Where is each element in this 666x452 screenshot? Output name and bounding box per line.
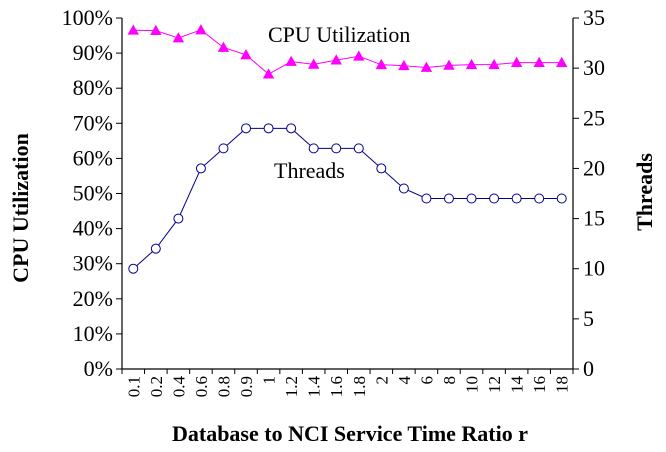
x-tick-label: 1 — [260, 376, 279, 385]
left-axis-ticks: 0% 10% 20% 30% 40% 50% 60% 70% 80% 90% 100% — [62, 5, 122, 381]
threads-data-point — [128, 263, 139, 274]
threads-data-point — [173, 213, 184, 224]
right-tick-label: 35 — [583, 5, 605, 30]
threads-data-point — [556, 193, 567, 204]
x-tick-label: 1.4 — [305, 376, 324, 398]
left-tick-label: 60% — [73, 145, 113, 170]
cpu-data-point — [217, 41, 230, 52]
cpu-data-point — [195, 24, 207, 35]
x-tick-label: 0.9 — [237, 376, 256, 397]
threads-series-annotation: Threads — [274, 158, 345, 183]
x-tick-label: 4 — [395, 376, 414, 385]
right-axis-title: Threads — [632, 153, 657, 231]
cpu-data-point — [510, 56, 523, 67]
right-tick-label: 20 — [583, 155, 605, 180]
x-tick-label: 8 — [440, 376, 459, 385]
threads-data-point — [466, 193, 477, 204]
x-tick-label: 0.1 — [124, 376, 143, 397]
x-axis-title: Database to NCI Service Time Ratio r — [172, 421, 528, 446]
cpu-data-point — [556, 56, 568, 67]
cpu-data-point — [150, 24, 162, 36]
series-threads — [128, 123, 567, 274]
cpu-data-point — [375, 58, 388, 70]
right-tick-label: 15 — [583, 206, 605, 231]
x-tick-label: 1.2 — [282, 376, 301, 397]
x-tick-label: 16 — [530, 376, 549, 393]
left-tick-label: 10% — [73, 321, 113, 346]
cpu-data-point — [488, 58, 500, 70]
cpu-data-point — [443, 59, 455, 70]
left-tick-label: 20% — [73, 286, 113, 311]
series-layer — [127, 24, 568, 274]
cpu-data-point — [285, 55, 297, 66]
threads-data-point — [263, 123, 274, 134]
cpu-data-point — [172, 32, 185, 43]
threads-data-point — [398, 183, 409, 194]
threads-data-point — [534, 193, 545, 204]
axes — [121, 18, 574, 370]
left-tick-label: 100% — [62, 5, 113, 30]
cpu-data-point — [398, 59, 410, 71]
x-tick-label: 1.8 — [350, 376, 369, 397]
threads-data-point — [331, 143, 342, 154]
threads-data-point — [421, 193, 432, 204]
threads-data-point — [376, 163, 387, 174]
left-tick-label: 40% — [73, 216, 113, 241]
series-cpu-utilization — [127, 24, 568, 79]
x-tick-label: 0.8 — [214, 376, 233, 397]
x-axis-ticks: 0.1 0.2 0.4 0.6 0.8 0.9 1 1.2 1.4 1.6 1.8 2 4 6 8 10 12 1… — [121, 369, 574, 398]
cpu-data-point — [127, 24, 139, 35]
x-tick-label: 2 — [372, 376, 391, 385]
cpu-data-point — [353, 50, 365, 61]
right-tick-label: 30 — [583, 55, 605, 80]
x-tick-label: 12 — [485, 376, 504, 393]
threads-data-point — [443, 193, 454, 204]
x-tick-label: 6 — [417, 376, 436, 385]
right-tick-label: 5 — [583, 306, 594, 331]
x-tick-label: 0.2 — [147, 376, 166, 397]
x-tick-label: 1.6 — [327, 376, 346, 397]
cpu-data-point — [330, 54, 342, 65]
threads-data-point — [150, 243, 161, 254]
threads-data-point — [195, 163, 206, 174]
threads-data-point — [489, 193, 500, 204]
cpu-data-point — [465, 58, 478, 70]
threads-data-point — [353, 143, 364, 154]
threads-data-point — [286, 123, 297, 134]
left-tick-label: 50% — [73, 181, 113, 206]
left-tick-label: 80% — [73, 75, 113, 100]
right-axis-ticks: 0 5 10 15 20 25 30 35 — [573, 5, 605, 381]
left-tick-label: 90% — [73, 40, 113, 65]
right-tick-label: 25 — [583, 105, 605, 130]
cpu-series-annotation: CPU Utilization — [268, 22, 410, 47]
right-tick-label: 10 — [583, 256, 605, 281]
threads-data-point — [241, 123, 252, 134]
right-tick-label: 0 — [583, 356, 594, 381]
left-tick-label: 30% — [73, 251, 113, 276]
x-tick-label: 10 — [463, 376, 482, 393]
threads-data-point — [308, 143, 319, 154]
cpu-data-point — [420, 61, 433, 72]
cpu-data-point — [307, 58, 320, 69]
left-tick-label: 0% — [84, 356, 113, 381]
threads-data-point — [511, 193, 522, 204]
cpu-data-point — [240, 49, 252, 60]
left-axis-title: CPU Utilization — [8, 133, 33, 283]
cpu-data-point — [533, 56, 545, 67]
x-tick-label: 0.6 — [192, 376, 211, 397]
x-tick-label: 14 — [508, 376, 527, 394]
threads-data-point — [218, 143, 229, 154]
left-tick-label: 70% — [73, 110, 113, 135]
cpu-data-point — [262, 68, 275, 79]
x-tick-label: 18 — [553, 376, 572, 393]
x-tick-label: 0.4 — [169, 376, 188, 398]
